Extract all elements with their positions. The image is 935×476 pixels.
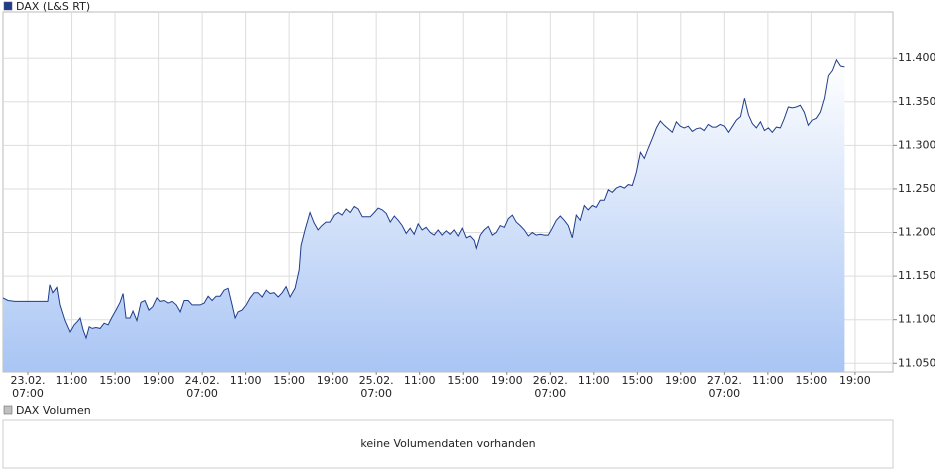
y-tick-label: 11.150 xyxy=(898,269,935,282)
legend-label: DAX (L&S RT) xyxy=(16,0,90,13)
volume-frame xyxy=(2,419,894,469)
y-tick-label: 11.350 xyxy=(898,95,935,108)
x-tick-label: 15:00 xyxy=(447,374,480,387)
legend-label: DAX Volumen xyxy=(16,404,91,417)
area-fill xyxy=(3,59,845,373)
x-tick-label: 15:00 xyxy=(99,374,131,387)
x-tick-label: 11:00 xyxy=(577,374,610,387)
x-tick-label: 27.02. 07:00 xyxy=(706,374,742,400)
empty-message: keine Volumendaten vorhanden xyxy=(360,437,535,450)
x-tick-label: 19:00 xyxy=(490,374,523,387)
x-tick-label: 19:00 xyxy=(142,374,175,387)
x-tick-label: 15:00 xyxy=(795,374,828,387)
x-tick-label: 11:00 xyxy=(229,374,262,387)
x-tick-label: 15:00 xyxy=(621,374,654,387)
x-tick-label: 11:00 xyxy=(403,374,436,387)
x-tick-label: 23.02. 07:00 xyxy=(10,374,46,400)
x-tick-label: 19:00 xyxy=(664,374,697,387)
y-tick-label: 11.200 xyxy=(898,226,935,239)
y-tick-label: 11.100 xyxy=(898,313,935,326)
y-tick-label: 11.050 xyxy=(898,356,935,369)
x-tick-label: 26.02. 07:00 xyxy=(532,374,568,400)
x-tick-label: 19:00 xyxy=(316,374,349,387)
legend-swatch xyxy=(3,405,13,415)
x-tick-label: 11:00 xyxy=(55,374,88,387)
x-tick-label: 24.02. 07:00 xyxy=(184,374,220,400)
x-tick-label: 25.02. 07:00 xyxy=(358,374,394,400)
x-tick-label: 19:00 xyxy=(839,374,871,387)
y-tick-label: 11.400 xyxy=(898,51,935,64)
price-line xyxy=(2,58,845,340)
x-tick-label: 11:00 xyxy=(752,374,784,387)
x-tick-label: 15:00 xyxy=(273,374,305,387)
y-tick-label: 11.300 xyxy=(898,138,935,151)
legend-swatch xyxy=(3,1,13,11)
y-tick-label: 11.250 xyxy=(898,182,935,195)
